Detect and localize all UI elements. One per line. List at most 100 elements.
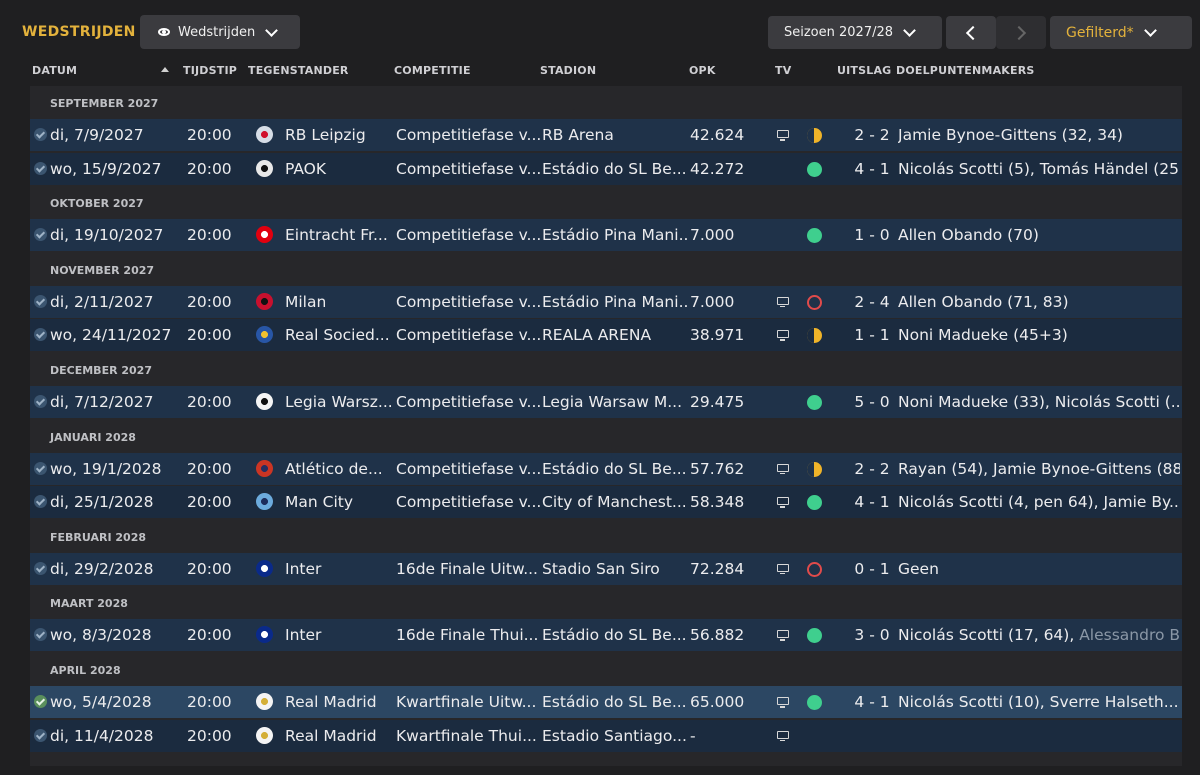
result-indicator-icon: [807, 461, 822, 477]
month-header: SEPTEMBER 2027: [30, 86, 1182, 119]
fixture-row[interactable]: di, 7/12/2027 20:00 Legia Warsz... Competit…: [30, 386, 1182, 418]
match-opponent[interactable]: Real Madrid: [285, 726, 377, 745]
match-score: 2 - 2: [854, 459, 890, 478]
check-icon[interactable]: [34, 495, 47, 509]
match-competition: Competitiefase v...: [396, 393, 540, 411]
column-header-uitslag[interactable]: UITSLAG: [837, 64, 892, 77]
fixture-row[interactable]: wo, 15/9/2027 20:00 PAOK Competitiefase v..…: [30, 152, 1182, 185]
season-dropdown[interactable]: Seizoen 2027/28: [768, 16, 942, 49]
match-opponent[interactable]: Legia Warsz...: [285, 393, 393, 411]
month-header: MAART 2028: [30, 586, 1182, 619]
match-opponent[interactable]: Inter: [285, 626, 322, 645]
column-header-stadion[interactable]: STADION: [540, 64, 597, 77]
match-opponent[interactable]: PAOK: [285, 159, 327, 178]
match-opponent[interactable]: Inter: [285, 559, 322, 578]
next-season-button[interactable]: [996, 16, 1046, 49]
fixture-row[interactable]: di, 29/2/2028 20:00 Inter 16de Finale Uitw.…: [30, 552, 1182, 585]
check-icon[interactable]: [34, 328, 47, 342]
filter-dropdown-label: Gefilterd*: [1066, 24, 1134, 41]
club-crest-icon: [256, 726, 273, 744]
check-icon[interactable]: [34, 161, 47, 175]
chevron-down-icon: [265, 23, 279, 37]
fixture-row[interactable]: wo, 19/1/2028 20:00 Atlético de... Competit…: [30, 452, 1182, 485]
month-header-label: DECEMBER 2027: [50, 364, 152, 377]
tv-icon: [777, 563, 789, 575]
fixture-row[interactable]: wo, 24/11/2027 20:00 Real Socied... Competi…: [30, 319, 1182, 352]
match-competition: Kwartfinale Thui...: [396, 726, 537, 745]
match-scorers-text: Nicolás Scotti (5), Tomás Händel (25...: [898, 159, 1180, 178]
column-header-tegenstander[interactable]: TEGENSTANDER: [248, 64, 349, 77]
match-opponent[interactable]: Milan: [285, 292, 327, 311]
match-time: 20:00: [187, 226, 232, 245]
match-attendance: 56.882: [690, 626, 745, 645]
tv-icon: [777, 630, 789, 641]
column-header-competitie[interactable]: COMPETITIE: [394, 64, 471, 77]
match-date: di, 19/10/2027: [50, 226, 164, 245]
month-header: OKTOBER 2027: [30, 186, 1182, 219]
match-competition: Competitiefase v...: [396, 226, 540, 245]
column-header-opk[interactable]: OPK: [689, 64, 716, 77]
match-time: 20:00: [187, 159, 232, 178]
column-header-doelpuntenmakers[interactable]: DOELPUNTENMAKERS: [896, 64, 1035, 77]
match-opponent[interactable]: Atlético de...: [285, 459, 383, 478]
fixture-row[interactable]: di, 11/4/2028 20:00 Real Madrid Kwartfinale…: [30, 719, 1182, 752]
view-dropdown[interactable]: Wedstrijden: [140, 15, 300, 49]
fixture-row[interactable]: wo, 5/4/2028 20:00 Real Madrid Kwartfinale …: [30, 686, 1182, 718]
match-opponent[interactable]: Man City: [285, 493, 354, 512]
match-stadium: REALA ARENA: [542, 326, 652, 345]
previous-season-button[interactable]: [946, 16, 996, 49]
match-attendance: 42.272: [690, 159, 745, 178]
column-header-tijdstip[interactable]: TIJDSTIP: [183, 64, 238, 77]
fixture-row[interactable]: wo, 8/3/2028 20:00 Inter 16de Finale Thui..…: [30, 619, 1182, 652]
fixture-row[interactable]: di, 19/10/2027 20:00 Eintracht Fr... Compet…: [30, 219, 1182, 252]
match-competition: Competitiefase v...: [396, 292, 540, 311]
check-icon[interactable]: [34, 395, 47, 408]
match-opponent[interactable]: Real Socied...: [285, 326, 390, 345]
match-opponent[interactable]: RB Leipzig: [285, 126, 366, 144]
view-dropdown-label: Wedstrijden: [178, 24, 256, 40]
match-attendance: 38.971: [690, 326, 745, 345]
match-date: wo, 19/1/2028: [50, 459, 162, 478]
match-competition: Competitiefase v...: [396, 493, 540, 512]
match-date: di, 7/12/2027: [50, 393, 154, 411]
result-indicator-icon: [807, 294, 822, 310]
match-scorers: Noni Madueke (45+3): [898, 326, 1180, 344]
match-score: 1 - 0: [854, 226, 890, 245]
check-icon[interactable]: [34, 461, 47, 475]
filter-dropdown[interactable]: Gefilterd*: [1050, 16, 1192, 49]
fixture-row[interactable]: di, 2/11/2027 20:00 Milan Competitiefase v.…: [30, 285, 1182, 318]
check-icon[interactable]: [34, 695, 47, 708]
match-time: 20:00: [187, 626, 232, 645]
match-stadium: Estádio Pina Mani...: [542, 292, 688, 311]
match-scorers: Rayan (54), Jamie Bynoe-Gittens (88): [898, 460, 1180, 478]
match-stadium: Estádio do SL Be...: [542, 693, 687, 711]
match-stadium: RB Arena: [542, 126, 614, 144]
match-attendance: 58.348: [690, 493, 745, 512]
club-crest-icon: [256, 126, 273, 143]
match-scorers: Nicolás Scotti (17, 64), Alessandro B...: [898, 626, 1180, 644]
tv-icon: [777, 697, 789, 708]
match-competition: 16de Finale Uitw...: [396, 559, 538, 578]
tv-icon: [777, 330, 789, 341]
check-icon[interactable]: [34, 561, 47, 575]
check-icon[interactable]: [34, 228, 47, 242]
check-icon[interactable]: [34, 128, 47, 141]
check-icon[interactable]: [34, 628, 47, 642]
check-icon[interactable]: [34, 294, 47, 308]
match-opponent[interactable]: Real Madrid: [285, 693, 377, 711]
fixture-row[interactable]: di, 7/9/2027 20:00 RB Leipzig Competitiefas…: [30, 119, 1182, 151]
match-scorers-text: Nicolás Scotti (10), Sverre Halseth...: [898, 693, 1179, 711]
match-attendance: 72.284: [690, 559, 745, 578]
column-header-tv[interactable]: TV: [775, 64, 792, 77]
club-crest-icon: [256, 159, 273, 177]
column-header-datum[interactable]: DATUM: [32, 64, 78, 77]
month-header-label: MAART 2028: [50, 597, 128, 611]
tv-icon: [777, 730, 789, 742]
match-competition: 16de Finale Thui...: [396, 626, 539, 645]
check-icon[interactable]: [34, 728, 47, 742]
match-scorers-text: Noni Madueke (33), Nicolás Scotti (...: [898, 393, 1180, 411]
eye-icon: [158, 28, 170, 36]
fixture-row[interactable]: di, 25/1/2028 20:00 Man City Competitiefase…: [30, 486, 1182, 519]
match-scorers-text: Jamie Bynoe-Gittens (32, 34): [898, 126, 1123, 144]
match-opponent[interactable]: Eintracht Fr...: [285, 226, 388, 245]
